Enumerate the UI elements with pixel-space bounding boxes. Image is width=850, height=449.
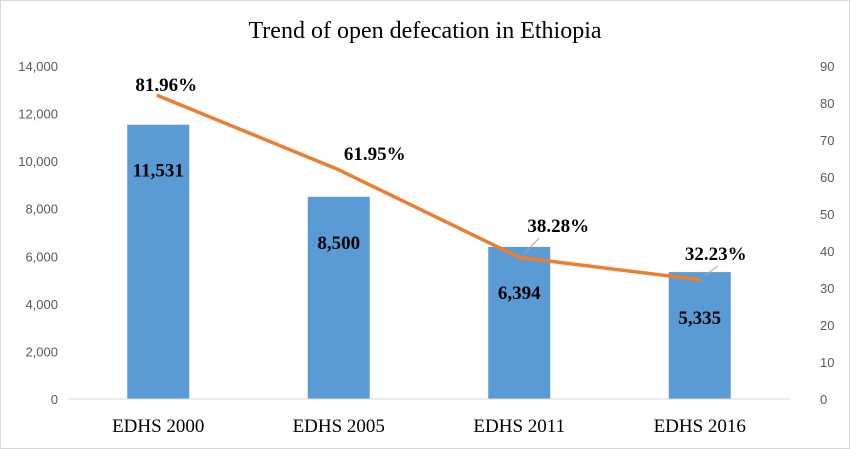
labels-layer: 11,531 8,500 6,394 5,335 81.96% 61.95% 38.28% 3… xyxy=(133,75,747,329)
line-value-label: 38.28% xyxy=(527,216,589,237)
y-left-tick-label: 2,000 xyxy=(25,344,58,359)
bar-value-label: 11,531 xyxy=(133,161,184,182)
line-layer xyxy=(156,93,702,282)
bar xyxy=(668,272,731,399)
percentage-line xyxy=(156,93,702,282)
bar-value-label: 8,500 xyxy=(317,233,360,254)
bar-value-label: 6,394 xyxy=(498,283,541,304)
y-right-tick-label: 40 xyxy=(820,244,834,259)
line-value-label: 61.95% xyxy=(344,144,406,165)
line-value-label: 32.23% xyxy=(685,244,747,265)
y-left-tick-label: 10,000 xyxy=(18,154,58,169)
y-right-tick-label: 20 xyxy=(820,318,834,333)
y-right-tick-label: 30 xyxy=(820,281,834,296)
y-left-tick-label: 14,000 xyxy=(18,59,58,74)
x-category-label: EDHS 2000 xyxy=(112,416,204,437)
y-left-tick-label: 8,000 xyxy=(25,202,58,217)
bar xyxy=(307,196,370,399)
leader-line xyxy=(523,237,540,254)
y-left-tick-label: 0 xyxy=(51,392,58,407)
y-right-tick-label: 70 xyxy=(820,133,834,148)
chart-title: Trend of open defecation in Ethiopia xyxy=(248,18,601,44)
x-category-label: EDHS 2005 xyxy=(293,416,385,437)
y-right-tick-label: 50 xyxy=(820,207,834,222)
y-right-tick-label: 80 xyxy=(820,96,834,111)
y-left-tick-label: 6,000 xyxy=(25,249,58,264)
y-right-tick-label: 60 xyxy=(820,170,834,185)
bar xyxy=(488,246,551,399)
x-category-label: EDHS 2016 xyxy=(654,416,746,437)
y-right-tick-label: 0 xyxy=(820,392,827,407)
bar xyxy=(127,124,190,399)
y-right-tick-label: 90 xyxy=(820,59,834,74)
axes-layer: 0 2,000 4,000 6,000 8,000 10,000 12,000 14,000 0… xyxy=(18,59,834,437)
x-category-label: EDHS 2011 xyxy=(473,416,565,437)
line-value-label: 81.96% xyxy=(135,75,197,96)
leader-line xyxy=(704,265,719,277)
y-right-tick-label: 10 xyxy=(820,355,834,370)
y-left-tick-label: 12,000 xyxy=(18,107,58,122)
bars-layer xyxy=(127,124,731,399)
y-left-tick-label: 4,000 xyxy=(25,297,58,312)
bar-value-label: 5,335 xyxy=(678,308,721,329)
